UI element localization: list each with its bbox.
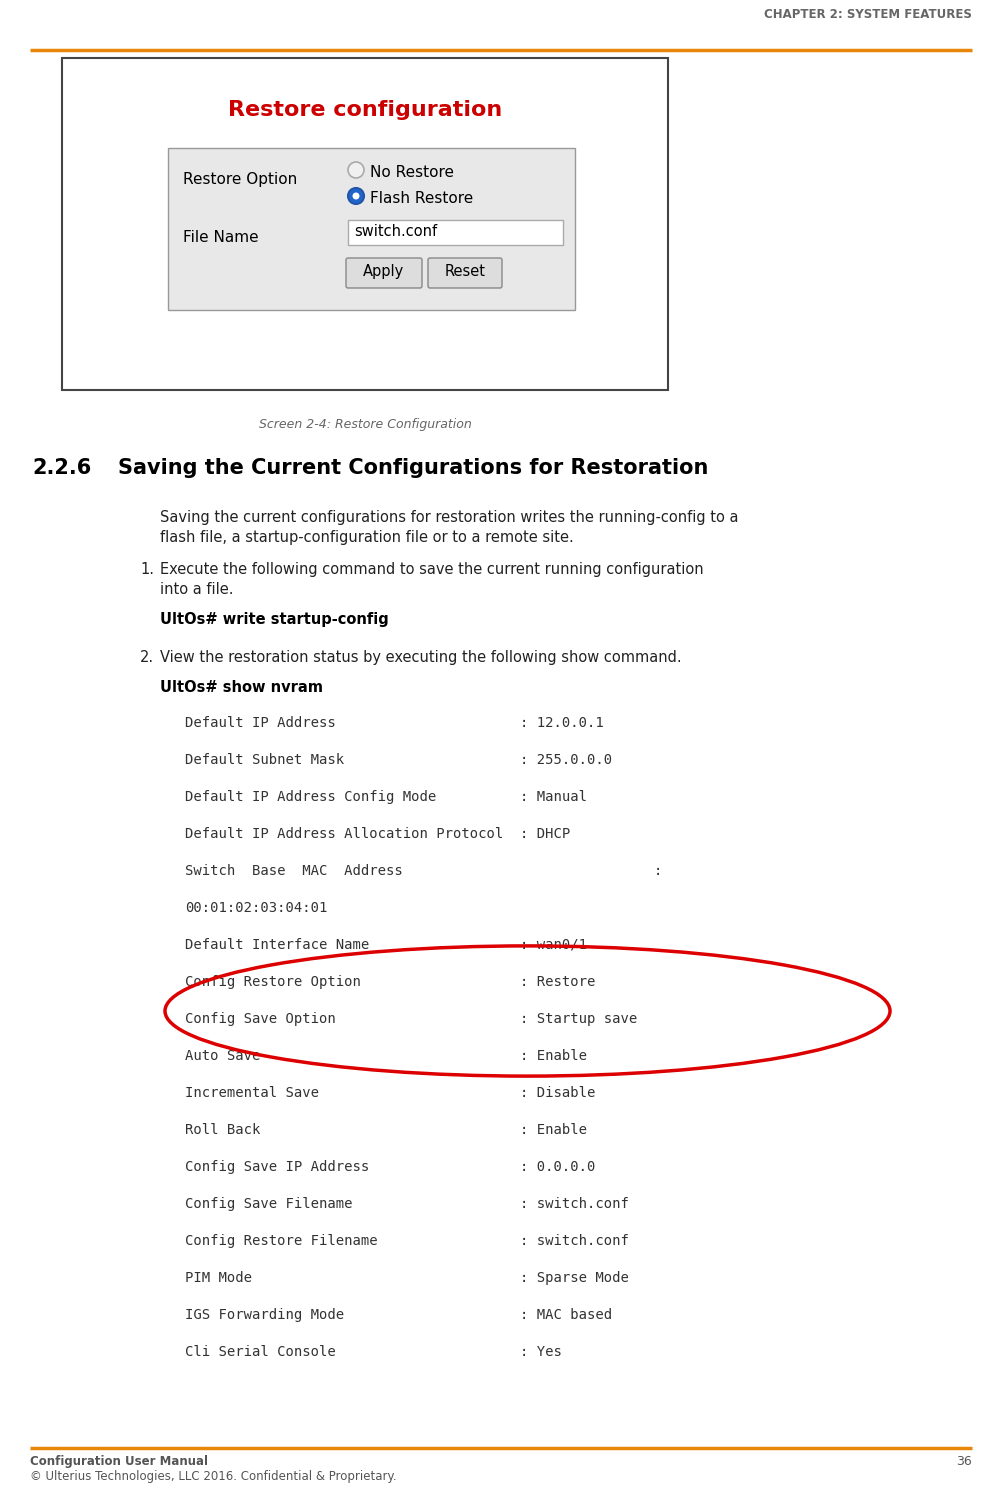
Text: File Name: File Name: [183, 230, 259, 245]
Text: IGS Forwarding Mode                     : MAC based: IGS Forwarding Mode : MAC based: [185, 1308, 612, 1322]
Text: Default IP Address Config Mode          : Manual: Default IP Address Config Mode : Manual: [185, 789, 587, 804]
Circle shape: [348, 188, 364, 203]
Text: 1.: 1.: [140, 562, 154, 577]
Text: View the restoration status by executing the following show command.: View the restoration status by executing…: [160, 650, 681, 665]
Text: Execute the following command to save the current running configuration: Execute the following command to save th…: [160, 562, 703, 577]
Text: Saving the current configurations for restoration writes the running-config to a: Saving the current configurations for re…: [160, 510, 738, 525]
Text: 36: 36: [956, 1455, 972, 1468]
Circle shape: [348, 161, 364, 178]
Text: into a file.: into a file.: [160, 582, 233, 597]
Text: UltOs# show nvram: UltOs# show nvram: [160, 680, 323, 695]
Text: Switch  Base  MAC  Address                              :: Switch Base MAC Address :: [185, 864, 662, 878]
Text: Auto Save                               : Enable: Auto Save : Enable: [185, 1049, 587, 1063]
Text: Config Save Filename                    : switch.conf: Config Save Filename : switch.conf: [185, 1197, 629, 1211]
Text: Config Restore Option                   : Restore: Config Restore Option : Restore: [185, 975, 595, 990]
Text: No Restore: No Restore: [370, 164, 454, 179]
FancyBboxPatch shape: [346, 259, 422, 289]
Bar: [348, 220, 563, 245]
Text: Roll Back                               : Enable: Roll Back : Enable: [185, 1123, 587, 1138]
Text: flash file, a startup-configuration file or to a remote site.: flash file, a startup-configuration file…: [160, 531, 574, 546]
Text: Apply: Apply: [364, 265, 405, 280]
Text: Restore Option: Restore Option: [183, 172, 298, 187]
Text: Saving the Current Configurations for Restoration: Saving the Current Configurations for Re…: [118, 457, 708, 478]
Circle shape: [353, 193, 360, 199]
Text: Default IP Address Allocation Protocol  : DHCP: Default IP Address Allocation Protocol :…: [185, 827, 570, 842]
Text: © Ulterius Technologies, LLC 2016. Confidential & Proprietary.: © Ulterius Technologies, LLC 2016. Confi…: [30, 1470, 397, 1483]
Text: Reset: Reset: [445, 265, 486, 280]
Bar: [62, 58, 668, 390]
Text: switch.conf: switch.conf: [354, 224, 437, 239]
Text: CHAPTER 2: SYSTEM FEATURES: CHAPTER 2: SYSTEM FEATURES: [765, 7, 972, 21]
Text: Config Save IP Address                  : 0.0.0.0: Config Save IP Address : 0.0.0.0: [185, 1160, 595, 1174]
Text: Cli Serial Console                      : Yes: Cli Serial Console : Yes: [185, 1346, 562, 1359]
Text: Incremental Save                        : Disable: Incremental Save : Disable: [185, 1085, 595, 1100]
Text: 2.2.6: 2.2.6: [32, 457, 91, 478]
Text: Config Save Option                      : Startup save: Config Save Option : Startup save: [185, 1012, 637, 1026]
Text: Default Subnet Mask                     : 255.0.0.0: Default Subnet Mask : 255.0.0.0: [185, 753, 612, 767]
Text: Screen 2-4: Restore Configuration: Screen 2-4: Restore Configuration: [259, 419, 471, 431]
Text: Configuration User Manual: Configuration User Manual: [30, 1455, 208, 1468]
Text: Default IP Address                      : 12.0.0.1: Default IP Address : 12.0.0.1: [185, 716, 604, 730]
Text: 00:01:02:03:04:01: 00:01:02:03:04:01: [185, 901, 328, 915]
Text: Config Restore Filename                 : switch.conf: Config Restore Filename : switch.conf: [185, 1233, 629, 1248]
FancyBboxPatch shape: [428, 259, 502, 289]
Text: Flash Restore: Flash Restore: [370, 191, 473, 206]
Bar: [168, 148, 575, 309]
Text: Default Interface Name                  : wan0/1: Default Interface Name : wan0/1: [185, 937, 587, 952]
Text: UltOs# write startup-config: UltOs# write startup-config: [160, 611, 389, 626]
Text: PIM Mode                                : Sparse Mode: PIM Mode : Sparse Mode: [185, 1271, 629, 1286]
Text: Restore configuration: Restore configuration: [227, 100, 502, 120]
Text: 2.: 2.: [140, 650, 154, 665]
